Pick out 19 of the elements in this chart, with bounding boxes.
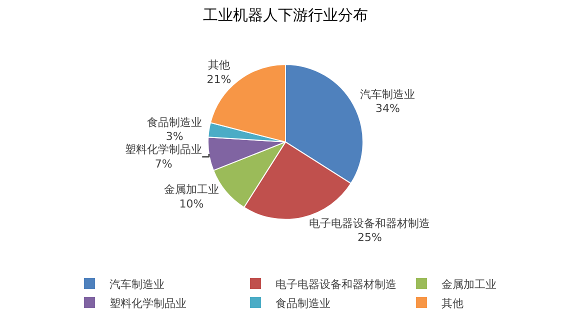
slice-label: 其他 — [208, 58, 230, 72]
legend-label: 塑料化学制品业 — [110, 296, 186, 310]
data-label: 3% — [166, 130, 184, 144]
slice-label: 电子电器设备和器材制造 — [309, 216, 430, 230]
legend-label: 汽车制造业 — [110, 278, 164, 291]
data-label: 25% — [358, 231, 382, 244]
slice-label: 食品制造业 — [147, 116, 202, 129]
legend-label: 食品制造业 — [276, 296, 330, 310]
chart-title: 工业机器人下游行业分布 — [203, 6, 368, 24]
data-label: 34% — [376, 102, 400, 116]
data-label: 10% — [179, 198, 204, 211]
data-label: 7% — [154, 157, 172, 170]
legend-label: 电子电器设备和器材制造 — [276, 278, 396, 291]
slice-label: 汽车制造业 — [360, 88, 416, 101]
legend-label: 其他 — [442, 296, 464, 310]
data-label: 21% — [206, 72, 232, 86]
slice-label: 塑料化学制品业 — [125, 143, 202, 156]
legend-label: 金属加工业 — [442, 278, 496, 291]
slice-label: 金属加工业 — [164, 183, 219, 196]
